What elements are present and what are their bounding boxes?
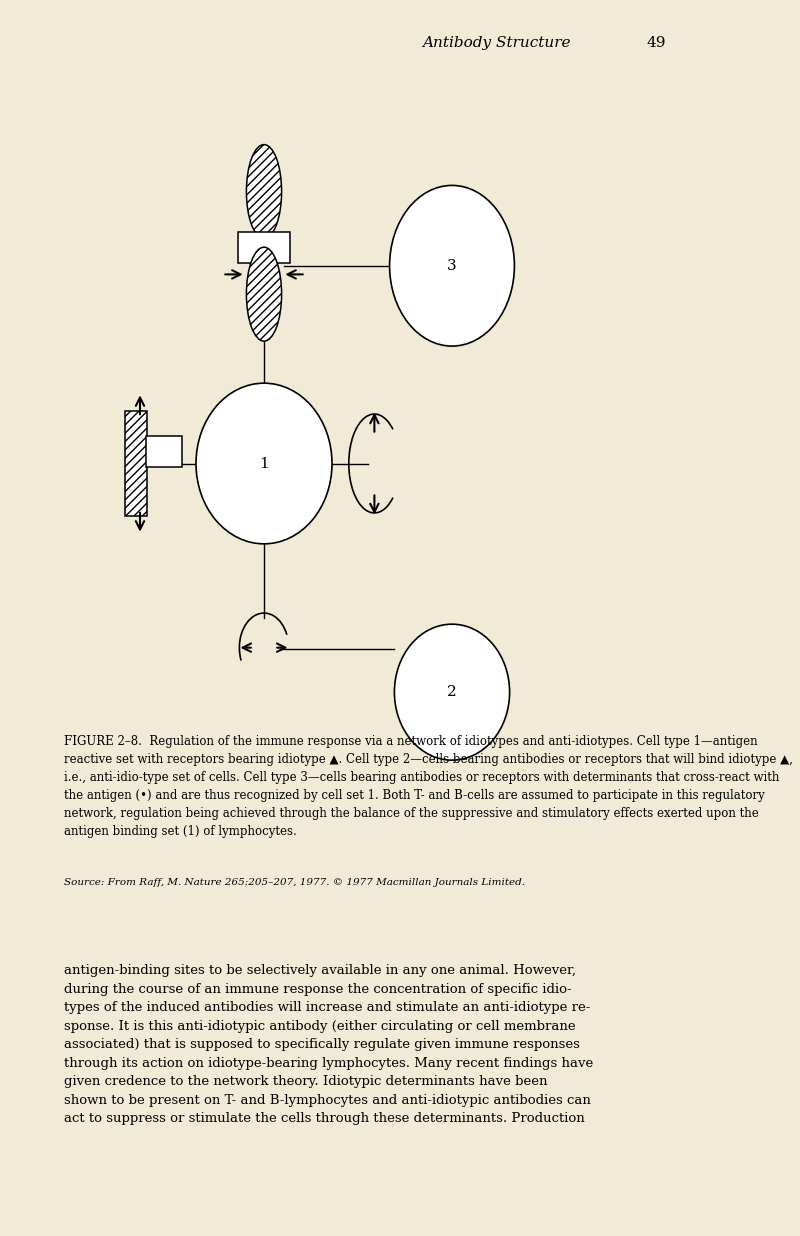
- Text: 49: 49: [646, 36, 666, 51]
- Text: Antibody Structure: Antibody Structure: [422, 36, 570, 51]
- Text: antigen-binding sites to be selectively available in any one animal. However,
du: antigen-binding sites to be selectively …: [64, 964, 594, 1125]
- Ellipse shape: [196, 383, 332, 544]
- Text: 2: 2: [447, 685, 457, 700]
- Bar: [125, 410, 147, 517]
- Text: FIGURE 2–8.  Regulation of the immune response via a network of idiotypes and an: FIGURE 2–8. Regulation of the immune res…: [64, 735, 793, 838]
- Bar: [125, 410, 147, 517]
- Bar: [238, 231, 290, 262]
- Text: 3: 3: [447, 258, 457, 273]
- Ellipse shape: [246, 247, 282, 341]
- Text: Source: From Raff, M. Nature 265:205–207, 1977. © 1977 Macmillan Journals Limite: Source: From Raff, M. Nature 265:205–207…: [64, 878, 525, 886]
- Ellipse shape: [390, 185, 514, 346]
- Bar: [146, 435, 182, 466]
- Text: 1: 1: [259, 456, 269, 471]
- Ellipse shape: [394, 624, 510, 760]
- Ellipse shape: [246, 145, 282, 239]
